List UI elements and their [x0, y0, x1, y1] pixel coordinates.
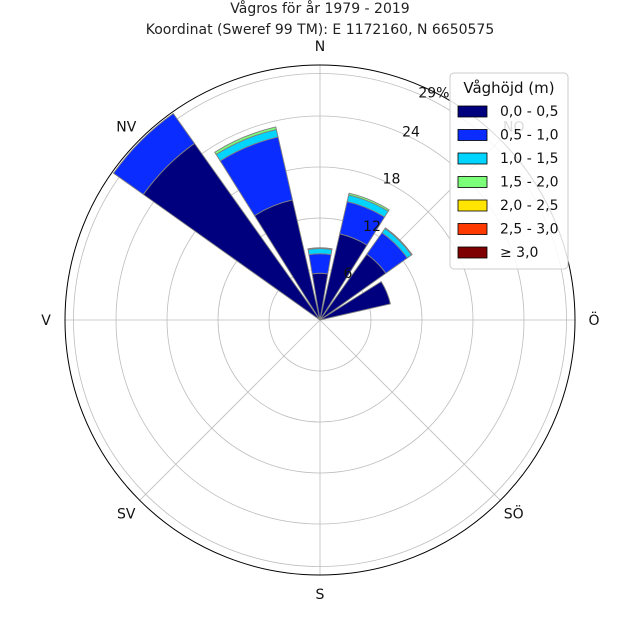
legend-label-4: 2,0 - 2,5 [500, 198, 558, 214]
legend-label-2: 1,0 - 1,5 [500, 151, 558, 167]
radial-tick-label: 6 [344, 266, 353, 282]
radial-tick-labels: 6 12 18 24 29% [344, 85, 450, 282]
bar-sector-1-bin-3 [348, 192, 390, 212]
grid-spoke-5 [139, 319, 321, 501]
direction-label-3: SÖ [504, 505, 524, 523]
legend-swatch-5 [457, 223, 488, 235]
chart-title: Vågros för år 1979 - 2019 [230, 0, 409, 17]
radial-tick-label: 29% [418, 85, 449, 101]
legend-label-3: 1,5 - 2,0 [500, 175, 558, 191]
direction-label-6: V [41, 313, 51, 329]
direction-label-0: N [315, 39, 325, 55]
grid-spoke-3 [319, 319, 501, 501]
bar-sector-0-bin-3 [307, 247, 333, 251]
direction-label-2: Ö [588, 311, 599, 329]
legend-label-6: ≥ 3,0 [500, 245, 538, 261]
legend-label-0: 0,0 - 0,5 [500, 104, 558, 120]
direction-label-5: SV [117, 507, 136, 523]
radial-tick-label: 24 [402, 125, 420, 141]
legend-swatch-3 [457, 176, 488, 188]
outer-frame [64, 64, 576, 576]
bar-sector-2-bin-3 [384, 227, 413, 256]
direction-label-7: NV [116, 119, 136, 135]
bar-sector-0-bin-1 [308, 253, 332, 275]
direction-label-4: S [316, 587, 325, 603]
radial-tick-label: 12 [363, 219, 381, 235]
legend-swatch-4 [457, 199, 488, 212]
bar-sector-5-bin-1 [112, 112, 196, 196]
legend-swatch-1 [457, 129, 488, 141]
rose-bars [112, 112, 413, 321]
legend-swatch-0 [457, 105, 488, 118]
legend-label-5: 2,5 - 3,0 [500, 222, 558, 238]
chart-subtitle: Koordinat (Sweref 99 TM): E 1172160, N 6… [146, 22, 495, 38]
bar-sector-3-bin-0 [319, 280, 391, 321]
bar-sector-4-bin-3 [214, 126, 277, 156]
legend-swatch-2 [457, 152, 488, 165]
legend-swatch-6 [457, 246, 488, 259]
legend: Våghöjd (m) 0,0 - 0,5 0,5 - 1,0 1,0 - 1,5 1,… [449, 72, 569, 270]
legend-label-1: 0,5 - 1,0 [500, 128, 558, 144]
radial-tick-label: 18 [383, 172, 401, 188]
legend-frame [449, 72, 569, 270]
legend-title: Våghöjd (m) [463, 79, 554, 97]
